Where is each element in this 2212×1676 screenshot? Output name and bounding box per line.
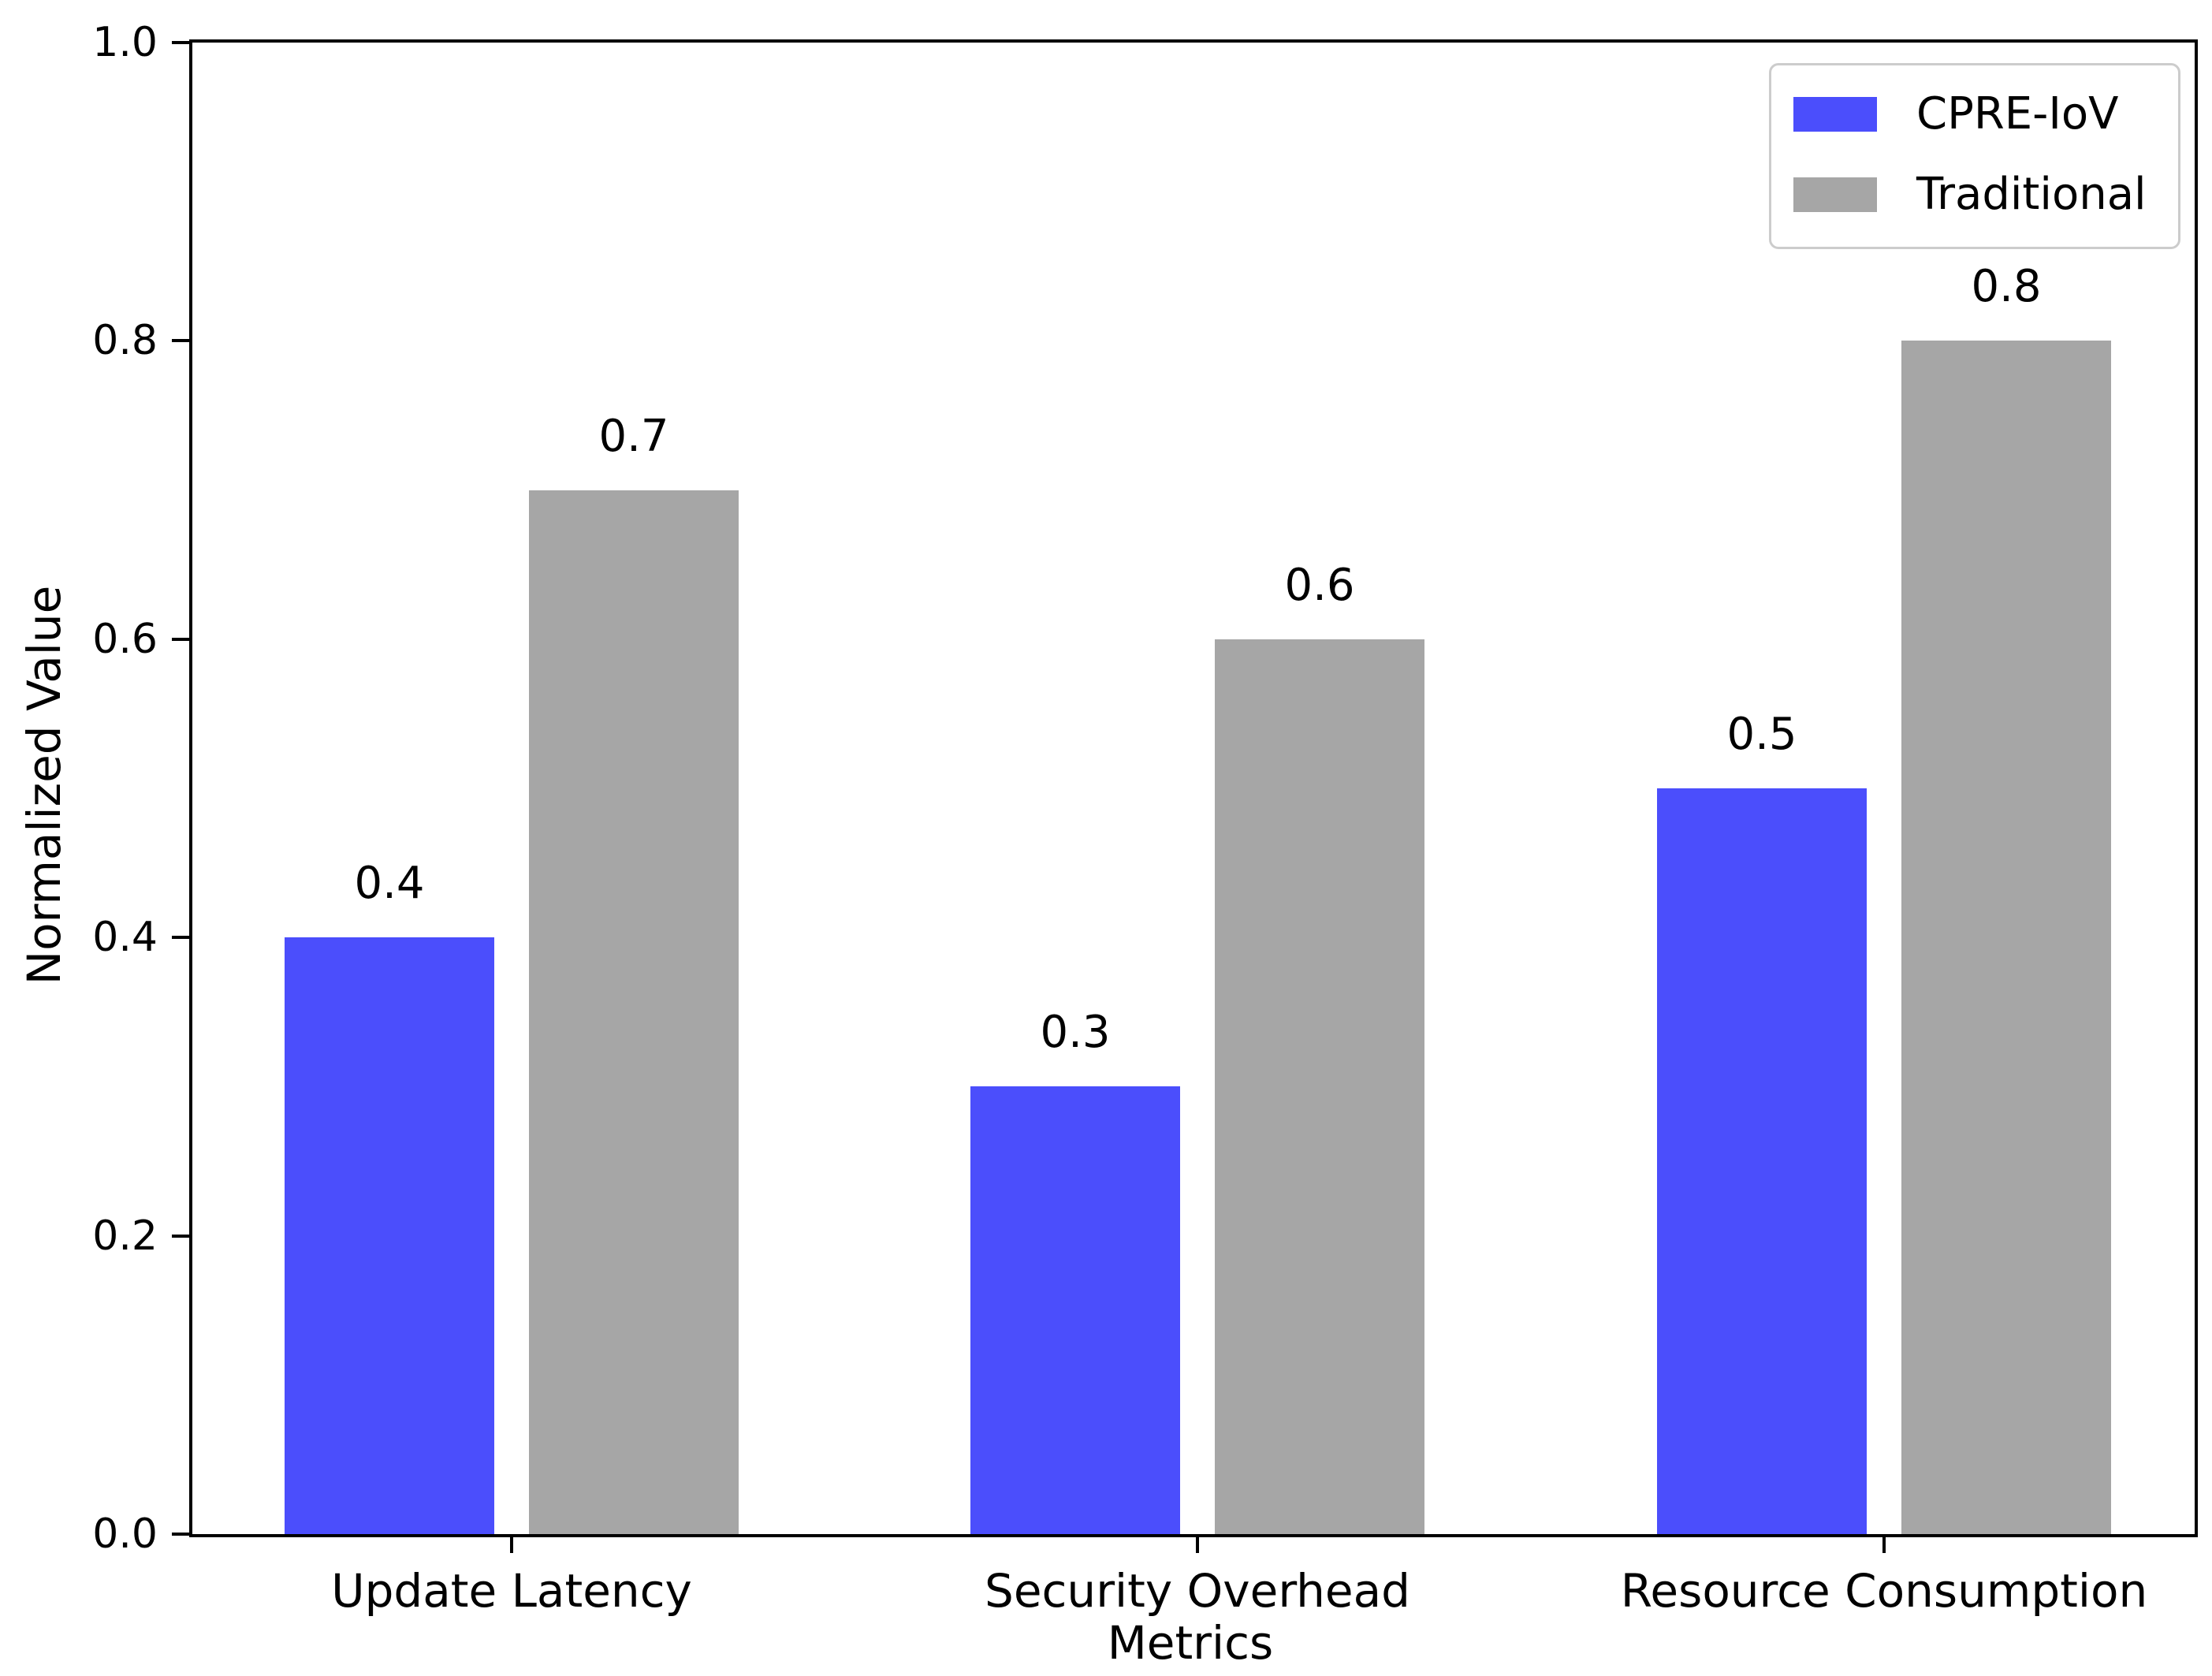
y-tick-mark: [172, 1235, 191, 1238]
y-tick-label: 0.4: [92, 914, 158, 961]
x-tick-mark: [1882, 1534, 1886, 1553]
x-tick-mark: [510, 1534, 513, 1553]
x-tick-label-security-overhead: Security Overhead: [985, 1564, 1410, 1618]
y-tick-label: 1.0: [92, 19, 158, 66]
y-tick-label: 0.6: [92, 616, 158, 663]
bar-value-label: 0.3: [1040, 1007, 1111, 1058]
bar-value-label: 0.5: [1726, 709, 1797, 760]
bar-traditional-2: [1901, 341, 2111, 1534]
y-tick-label: 0.8: [92, 317, 158, 364]
legend-item-cpre-iov: CPRE-IoV: [1793, 89, 2154, 140]
legend-item-traditional: Traditional: [1793, 169, 2154, 220]
legend-label-cpre-iov: CPRE-IoV: [1916, 88, 2119, 140]
y-tick-mark: [172, 936, 191, 939]
x-tick-label-update-latency: Update Latency: [331, 1564, 692, 1618]
y-tick-label: 0.2: [92, 1212, 158, 1260]
legend-label-traditional: Traditional: [1916, 169, 2147, 220]
bar-cpre-iov-1: [970, 1086, 1180, 1534]
x-tick-label-resource-consumption: Resource Consumption: [1620, 1564, 2148, 1618]
y-tick-mark: [172, 1533, 191, 1536]
y-tick-label: 0.0: [92, 1510, 158, 1558]
legend-swatch-cpre-iov: [1793, 97, 1877, 132]
x-tick-mark: [1196, 1534, 1199, 1553]
plot-area: 0.4 0.3 0.5 0.7 0.6 0.8 0.0 0.2 0.4 0.6 0.8 1.0 Up…: [92, 19, 2198, 1618]
y-tick-mark: [172, 638, 191, 641]
bar-value-label: 0.4: [354, 858, 425, 909]
bar-cpre-iov-0: [285, 937, 494, 1534]
x-axis-title: Metrics: [1107, 1616, 1274, 1670]
legend: CPRE-IoV Traditional: [1769, 63, 2180, 249]
bar-value-label: 0.8: [1971, 261, 2042, 312]
bar-traditional-1: [1215, 639, 1424, 1534]
bar-cpre-iov-2: [1657, 788, 1867, 1534]
legend-swatch-traditional: [1793, 177, 1877, 212]
y-tick-mark: [172, 339, 191, 342]
bar-value-label: 0.7: [598, 411, 669, 462]
bar-value-label: 0.6: [1284, 560, 1355, 611]
bar-traditional-0: [529, 490, 739, 1534]
y-tick-mark: [172, 41, 191, 44]
